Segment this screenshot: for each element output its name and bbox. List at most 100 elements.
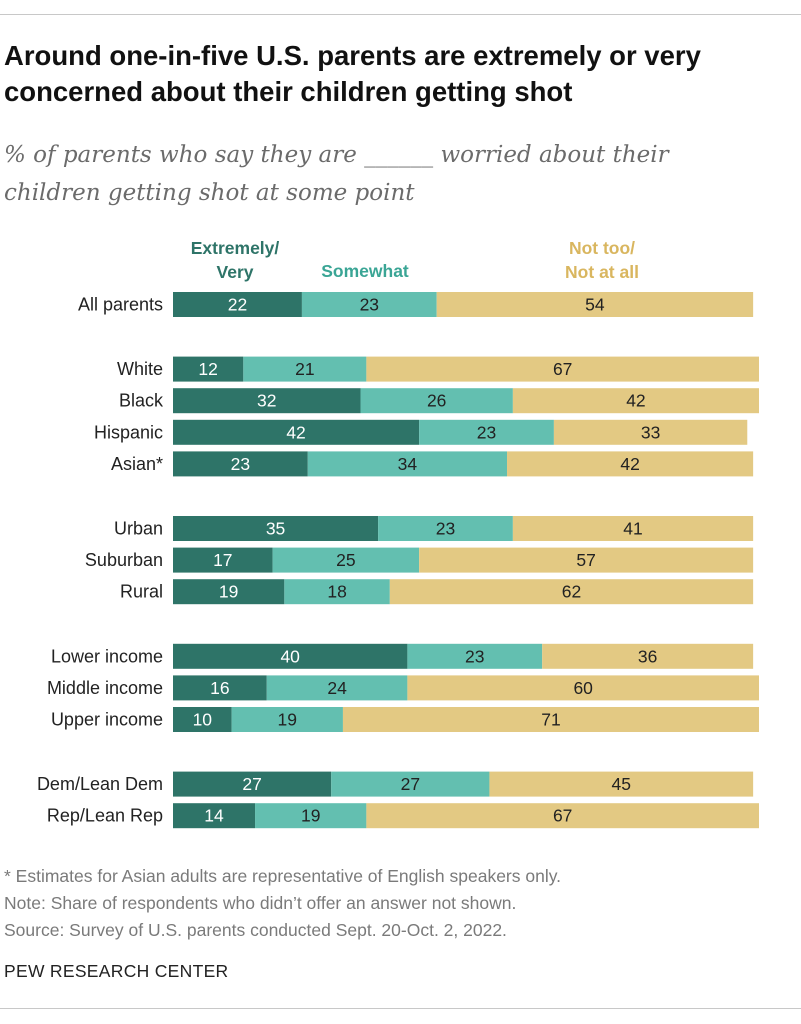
category-label-hispanic: Hispanic [94, 422, 163, 442]
category-label-black: Black [119, 391, 164, 411]
category-label-white: White [117, 359, 163, 379]
value-label-upper-income-extremely-very: 10 [193, 710, 213, 730]
subtitle-line-2: children getting shot at some point [4, 180, 415, 206]
category-label-lower-income: Lower income [51, 646, 163, 666]
top-rule [0, 14, 801, 15]
value-label-upper-income-not-too-not-at-all: 71 [541, 710, 560, 730]
bar-suburban-extremely-very [173, 547, 273, 573]
bar-hispanic-extremely-very [173, 419, 420, 445]
bar-rural-not-too-not-at-all [389, 579, 754, 605]
bar-lower-income-not-too-not-at-all [542, 643, 754, 669]
value-label-suburban-not-too-not-at-all: 57 [576, 550, 595, 570]
value-label-rep-lean-rep-extremely-very: 14 [204, 806, 224, 826]
value-label-middle-income-extremely-very: 16 [210, 678, 229, 698]
value-label-rep-lean-rep-not-too-not-at-all: 67 [553, 806, 572, 826]
bar-all-parents-not-too-not-at-all [436, 292, 754, 317]
bar-all-parents-somewhat [301, 292, 437, 317]
legend-somewhat-label: Somewhat [321, 261, 409, 281]
bar-rural-somewhat [284, 579, 390, 605]
bottom-rule [0, 1008, 801, 1009]
category-label-middle-income: Middle income [47, 678, 163, 698]
value-label-asian-extremely-very: 23 [231, 454, 250, 474]
bar-rep-lean-rep-somewhat [255, 803, 367, 829]
value-label-dem-lean-dem-somewhat: 27 [401, 774, 420, 794]
bar-hispanic-not-too-not-at-all [553, 419, 748, 445]
brand-label: PEW RESEARCH CENTER [4, 961, 229, 981]
value-label-urban-somewhat: 23 [436, 519, 455, 539]
bar-dem-lean-dem-extremely-very [173, 771, 332, 797]
value-label-asian-somewhat: 34 [398, 454, 418, 474]
bar-black-somewhat [360, 388, 513, 414]
bar-rep-lean-rep-extremely-very [173, 803, 256, 829]
category-label-rural: Rural [120, 582, 163, 602]
bar-suburban-somewhat [272, 547, 420, 573]
value-label-rural-not-too-not-at-all: 62 [562, 582, 581, 602]
chart-title: Around one-in-five U.S. parents are extr… [4, 40, 701, 107]
value-label-lower-income-extremely-very: 40 [280, 646, 300, 666]
bar-white-extremely-very [173, 356, 244, 382]
bar-upper-income-extremely-very [173, 707, 232, 732]
bar-hispanic-somewhat [419, 419, 554, 445]
bar-asian-not-too-not-at-all [507, 451, 754, 477]
footnotes: * Estimates for Asian adults are represe… [4, 863, 561, 944]
category-label-all-parents: All parents [78, 295, 163, 315]
value-label-dem-lean-dem-not-too-not-at-all: 45 [612, 774, 631, 794]
value-label-black-somewhat: 26 [427, 391, 446, 411]
bar-dem-lean-dem-not-too-not-at-all [489, 771, 754, 797]
bar-black-not-too-not-at-all [512, 388, 759, 414]
category-label-asian: Asian* [111, 454, 163, 474]
value-label-urban-not-too-not-at-all: 41 [623, 519, 642, 539]
value-label-hispanic-not-too-not-at-all: 33 [641, 422, 660, 442]
legend-extremely-label: Extremely/ [191, 238, 280, 258]
bar-lower-income-extremely-very [173, 643, 408, 669]
bar-urban-extremely-very [173, 516, 379, 541]
value-label-black-not-too-not-at-all: 42 [626, 391, 645, 411]
value-label-middle-income-not-too-not-at-all: 60 [573, 678, 593, 698]
category-label-urban: Urban [114, 519, 163, 539]
value-label-white-not-too-not-at-all: 67 [553, 359, 572, 379]
bar-asian-extremely-very [173, 451, 308, 477]
value-label-all-parents-somewhat: 23 [360, 295, 379, 315]
bar-suburban-not-too-not-at-all [419, 547, 754, 573]
bar-dem-lean-dem-somewhat [331, 771, 490, 797]
category-label-upper-income: Upper income [51, 710, 163, 730]
asterisk-note: * Estimates for Asian adults are represe… [4, 866, 562, 886]
bar-white-somewhat [243, 356, 367, 382]
bar-urban-somewhat [378, 516, 513, 541]
bar-middle-income-not-too-not-at-all [407, 675, 759, 701]
value-label-white-extremely-very: 12 [198, 359, 217, 379]
bar-all-parents-extremely-very [173, 292, 302, 317]
note-text: Note: Share of respondents who didn’t of… [4, 893, 517, 913]
stacked-bar-chart: Extremely/Very Somewhat Not too/Not at all… [37, 238, 759, 829]
value-label-suburban-extremely-very: 17 [213, 550, 232, 570]
category-label-dem-lean-dem: Dem/Lean Dem [37, 774, 163, 794]
value-label-all-parents-not-too-not-at-all: 54 [585, 295, 605, 315]
legend-extremely-label: Very [217, 262, 254, 282]
value-label-white-somewhat: 21 [295, 359, 314, 379]
bar-upper-income-somewhat [231, 707, 343, 732]
value-label-upper-income-somewhat: 19 [278, 710, 297, 730]
chart-subtitle: % of parents who say they are ______ wor… [4, 136, 794, 212]
bar-rural-extremely-very [173, 579, 285, 605]
bar-asian-somewhat [307, 451, 508, 477]
value-label-hispanic-extremely-very: 42 [286, 422, 305, 442]
value-label-rural-extremely-very: 19 [219, 582, 238, 602]
bar-white-not-too-not-at-all [366, 356, 759, 382]
bar-middle-income-extremely-very [173, 675, 267, 701]
bar-urban-not-too-not-at-all [512, 516, 754, 541]
value-label-lower-income-not-too-not-at-all: 36 [638, 646, 657, 666]
bar-middle-income-somewhat [266, 675, 408, 701]
value-label-suburban-somewhat: 25 [336, 550, 355, 570]
category-label-suburban: Suburban [85, 550, 163, 570]
value-label-dem-lean-dem-extremely-very: 27 [242, 774, 261, 794]
bar-rep-lean-rep-not-too-not-at-all [366, 803, 759, 829]
value-label-all-parents-extremely-very: 22 [228, 295, 247, 315]
value-label-hispanic-somewhat: 23 [477, 422, 496, 442]
legend-not-label: Not at all [565, 262, 639, 282]
bar-black-extremely-very [173, 388, 361, 414]
source-text: Source: Survey of U.S. parents conducted… [4, 920, 507, 940]
value-label-urban-extremely-very: 35 [266, 519, 285, 539]
bar-upper-income-not-too-not-at-all [342, 707, 759, 732]
value-label-black-extremely-very: 32 [257, 391, 276, 411]
value-label-lower-income-somewhat: 23 [465, 646, 484, 666]
